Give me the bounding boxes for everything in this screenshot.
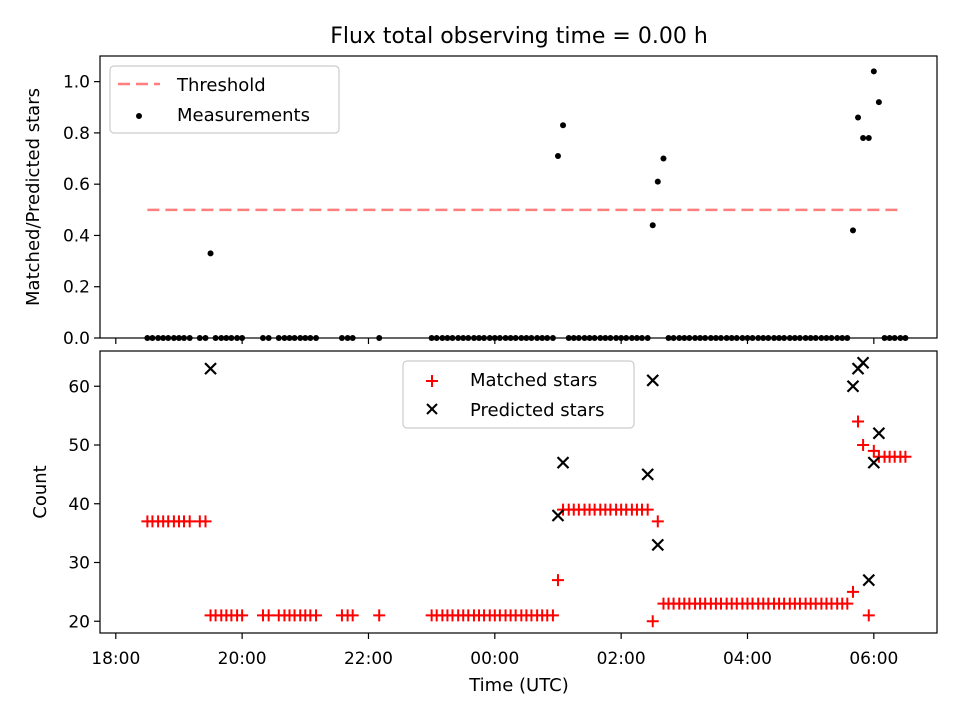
legend-threshold-label: Threshold	[176, 75, 266, 96]
bottom-y-axis-label: Count	[30, 465, 51, 518]
matched-star-point	[899, 450, 912, 463]
matched-star-point	[262, 609, 275, 622]
matched-star-point	[646, 615, 659, 628]
predicted-star-point	[856, 356, 870, 370]
predicted-star-point	[204, 362, 217, 375]
bottom-x-tick-label: 18:00	[91, 649, 140, 669]
bottom-x-ticks: 18:00 20:00 22:00 00:00 02:00 04:00 06:00	[91, 633, 898, 669]
legend-predicted-swatch	[426, 403, 438, 415]
top-y-tick-label: 0.4	[63, 226, 90, 246]
measurement-point	[660, 155, 667, 162]
top-y-axis-label: Matched/Predicted stars	[23, 88, 44, 306]
x-axis-label: Time (UTC)	[468, 675, 569, 696]
top-subplot: 0.0 0.2 0.4 0.6 0.8 1.0 Matched/Predicted sta…	[23, 55, 938, 349]
predicted-star-point	[551, 509, 565, 522]
matched-star-point	[551, 574, 564, 587]
matched-star-point	[862, 609, 875, 622]
bottom-y-tick-label: 50	[68, 436, 90, 456]
legend-measurements-label: Measurements	[177, 105, 310, 126]
matched-star-point	[651, 515, 664, 528]
predicted-points	[204, 356, 886, 587]
top-y-ticks: 0.0 0.2 0.4 0.6 0.8 1.0	[63, 73, 100, 349]
measurement-point	[870, 68, 877, 75]
measurement-point	[875, 99, 882, 106]
predicted-star-point	[641, 468, 654, 481]
legend-matched-swatch	[426, 375, 438, 387]
matched-star-point	[199, 515, 212, 528]
measurement-point	[860, 135, 867, 142]
figure-title: Flux total observing time = 0.00 h	[330, 24, 708, 49]
measurement-point	[855, 114, 862, 121]
bottom-x-tick-label: 06:00	[849, 649, 898, 669]
matched-star-point	[841, 597, 854, 610]
measurement-point	[649, 222, 656, 229]
bottom-y-tick-label: 20	[68, 612, 90, 632]
bottom-legend-box	[402, 360, 635, 429]
bottom-subplot: 20 30 40 50 60 18:00 20:00 22:00 00:00 02:00 04:0…	[30, 350, 938, 696]
legend-matched-label: Matched stars	[470, 370, 597, 391]
predicted-star-point	[872, 426, 886, 440]
bottom-x-tick-label: 20:00	[218, 649, 267, 669]
top-legend-box	[109, 65, 340, 134]
matched-star-point	[846, 585, 859, 598]
bottom-x-tick-label: 02:00	[597, 649, 646, 669]
measurement-point	[554, 152, 561, 159]
matched-star-point	[373, 609, 386, 622]
predicted-star-point	[862, 573, 876, 587]
predicted-star-point	[556, 456, 570, 469]
bottom-y-ticks: 20 30 40 50 60	[68, 377, 100, 632]
matched-star-point	[852, 415, 865, 428]
predicted-star-point	[651, 538, 665, 552]
matched-points	[141, 415, 912, 628]
top-y-tick-label: 0.8	[63, 124, 90, 144]
bottom-y-tick-label: 60	[68, 377, 90, 397]
bottom-x-tick-label: 00:00	[470, 649, 519, 669]
measurement-point	[207, 250, 214, 257]
measurement-point	[654, 178, 661, 185]
bottom-y-tick-label: 30	[68, 554, 90, 574]
measurement-point	[849, 227, 856, 234]
top-axes-frame	[99, 55, 938, 339]
predicted-star-point	[646, 374, 660, 387]
bottom-x-tick-label: 04:00	[723, 649, 772, 669]
top-legend: Threshold Measurements	[109, 65, 340, 134]
matched-star-point	[310, 609, 323, 622]
matched-star-point	[546, 609, 559, 622]
bottom-legend: Matched stars Predicted stars	[402, 360, 635, 429]
bottom-axes-frame	[99, 350, 938, 634]
top-y-tick-label: 0.2	[63, 278, 90, 298]
legend-measurements-swatch	[136, 113, 142, 119]
predicted-star-point	[846, 379, 860, 393]
matched-star-point	[641, 503, 654, 516]
matched-star-point	[867, 444, 880, 457]
measurement-point	[560, 122, 567, 129]
matched-star-point	[346, 609, 359, 622]
matched-star-point	[236, 609, 249, 622]
top-y-tick-label: 0.6	[63, 175, 90, 195]
legend-predicted-label: Predicted stars	[470, 400, 604, 421]
matched-star-point	[857, 439, 870, 451]
top-y-tick-label: 0.0	[63, 329, 90, 349]
bottom-y-tick-label: 40	[68, 495, 90, 515]
matched-star-point	[183, 515, 196, 528]
top-y-tick-label: 1.0	[63, 73, 90, 93]
predicted-star-point	[867, 456, 881, 469]
bottom-x-tick-label: 22:00	[344, 649, 393, 669]
measurement-point	[865, 135, 872, 142]
